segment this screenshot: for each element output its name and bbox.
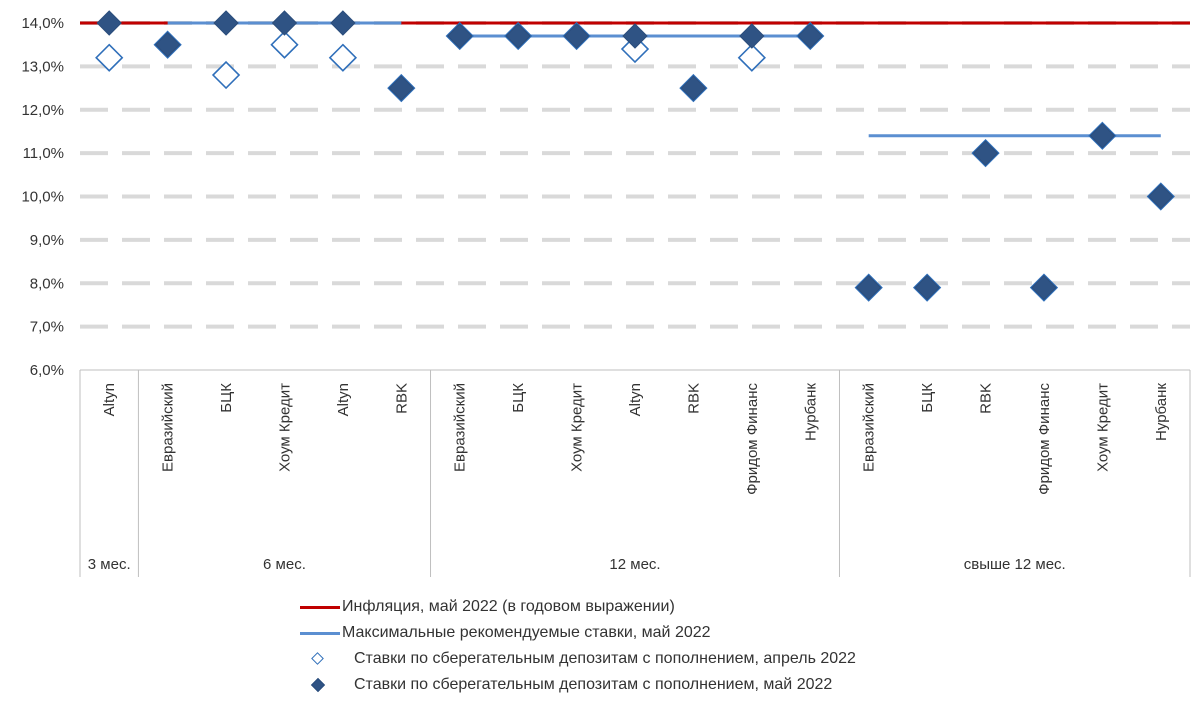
y-tick-label: 14,0% bbox=[21, 15, 64, 32]
y-tick-label: 9,0% bbox=[30, 232, 64, 249]
x-tick-label: БЦК bbox=[510, 383, 527, 413]
x-axis: 3 мес. 6 мес. 12 мес. свыше 12 мес. Altyn Евр… bbox=[79, 369, 1191, 577]
may-rate-point bbox=[914, 274, 940, 301]
april-rate-point bbox=[95, 43, 124, 72]
legend-swatch-inflation bbox=[300, 606, 340, 609]
x-tick-label: Евразийский bbox=[861, 383, 878, 472]
may-rate-point bbox=[855, 274, 882, 301]
x-tick-label: Евразийский bbox=[160, 383, 177, 472]
x-tick-label: RBK bbox=[393, 383, 410, 414]
x-tick-label: Хоум Кредит bbox=[276, 383, 293, 472]
may-rate-point bbox=[1148, 183, 1174, 210]
y-axis: 6,0% 7,0% 8,0% 9,0% 10,0% 11,0% 12,0% 13,0% 14,0… bbox=[21, 15, 64, 379]
may-rate-point bbox=[96, 10, 122, 36]
may-rate-point bbox=[739, 23, 765, 49]
legend-label-may: Ставки по сберегательным депозитам с поп… bbox=[354, 676, 833, 693]
may-rate-point bbox=[1089, 123, 1116, 149]
may-rate-point bbox=[330, 10, 356, 36]
x-tick-label: Евразийский bbox=[452, 383, 469, 472]
x-tick-label: Altyn bbox=[101, 383, 118, 416]
may-rate-point bbox=[622, 23, 648, 49]
april-rate-point bbox=[737, 43, 766, 72]
may-rate-point bbox=[972, 140, 999, 166]
may-rate-point bbox=[447, 23, 473, 49]
x-tick-label: Хоум Кредит bbox=[569, 383, 586, 472]
series-points bbox=[95, 10, 1175, 302]
group-label: 3 мес. bbox=[88, 556, 131, 573]
y-tick-label: 10,0% bbox=[21, 189, 64, 206]
april-rate-point bbox=[328, 43, 358, 72]
group-label: свыше 12 мес. bbox=[964, 556, 1066, 573]
x-tick-label: RBK bbox=[978, 383, 995, 414]
may-rate-point bbox=[388, 75, 415, 101]
may-rate-point bbox=[271, 10, 298, 36]
y-tick-label: 12,0% bbox=[21, 102, 64, 119]
x-tick-label: Altyn bbox=[335, 383, 352, 416]
gridlines bbox=[80, 21, 1190, 329]
may-rate-point bbox=[1031, 274, 1057, 301]
legend-swatch-max-rates bbox=[300, 632, 340, 635]
may-rate-point bbox=[154, 31, 181, 58]
april-rate-point bbox=[620, 34, 650, 64]
legend-label-max-rates: Максимальные рекомендуемые ставки, май 2… bbox=[342, 624, 711, 641]
may-rate-point bbox=[563, 23, 590, 49]
x-tick-label: БЦК bbox=[919, 383, 936, 413]
may-rate-point bbox=[680, 75, 707, 101]
x-tick-label: Хоум Кредит bbox=[1094, 383, 1111, 472]
y-tick-label: 8,0% bbox=[30, 275, 64, 292]
y-tick-label: 13,0% bbox=[21, 58, 64, 75]
x-tick-label: RBK bbox=[685, 383, 702, 414]
group-label: 12 мес. bbox=[609, 556, 660, 573]
may-rate-point bbox=[213, 10, 239, 36]
may-rate-point bbox=[505, 23, 531, 49]
april-rate-point bbox=[270, 30, 299, 59]
legend-label-inflation: Инфляция, май 2022 (в годовом выражении) bbox=[342, 598, 675, 615]
may-rate-point bbox=[797, 23, 823, 49]
y-tick-label: 7,0% bbox=[30, 319, 64, 336]
x-tick-label: Фридом Финанс bbox=[744, 383, 761, 495]
y-tick-label: 11,0% bbox=[23, 145, 64, 162]
group-label: 6 мес. bbox=[263, 556, 306, 573]
april-rate-point bbox=[211, 60, 241, 90]
x-tick-label: Нурбанк bbox=[1153, 383, 1170, 441]
y-tick-label: 6,0% bbox=[30, 362, 64, 379]
legend-label-april: Ставки по сберегательным депозитам с поп… bbox=[354, 650, 856, 667]
x-tick-label: Altyn bbox=[627, 383, 644, 416]
x-tick-label: БЦК bbox=[218, 383, 235, 413]
x-tick-label: Фридом Финанс bbox=[1036, 383, 1053, 495]
x-tick-label: Нурбанк bbox=[802, 383, 819, 441]
